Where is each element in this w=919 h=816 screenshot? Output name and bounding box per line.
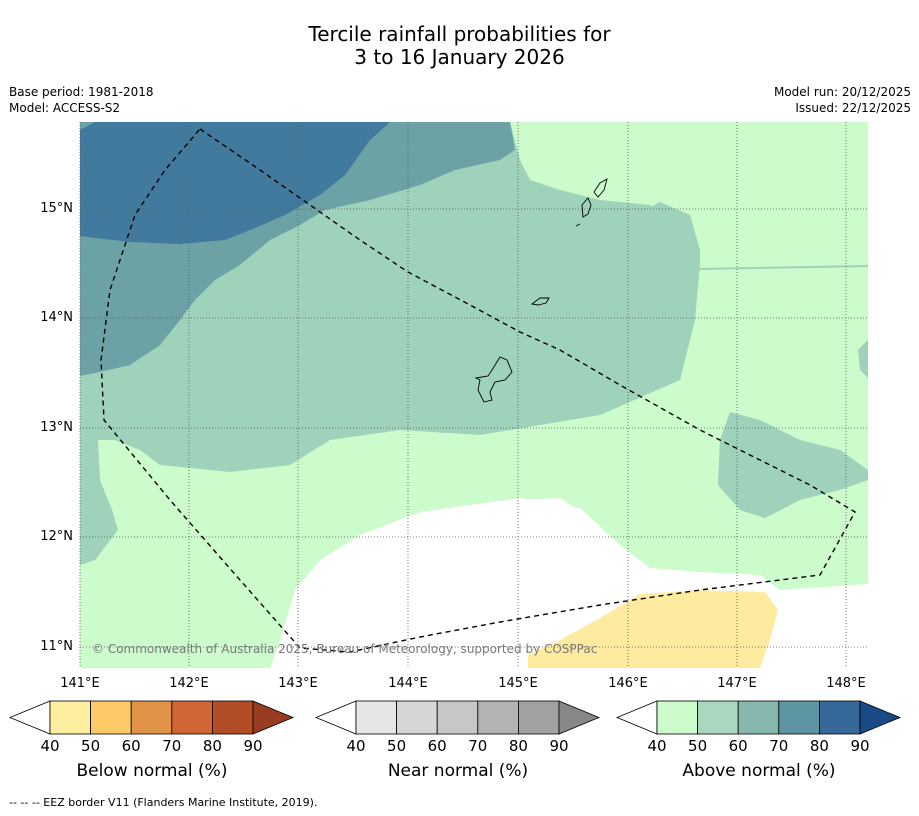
near-colorbar-swatch (518, 700, 560, 735)
lon-label-146e: 146°E (608, 676, 648, 691)
near-colorbar-tick: 90 (549, 737, 569, 755)
island-rota (530, 297, 550, 306)
island-guam (474, 356, 513, 403)
island-tinian (581, 197, 592, 218)
below-colorbar-tick: 60 (121, 737, 141, 755)
near-colorbar-tick: 60 (427, 737, 447, 755)
lat-label-15n: 15°N (40, 201, 73, 216)
above-colorbar-max-arrow (859, 700, 902, 735)
above-colorbar-tick: 90 (850, 737, 870, 755)
lon-label-143e: 143°E (278, 676, 318, 691)
below-colorbar-tick: 80 (202, 737, 222, 755)
near-colorbar-swatch (436, 700, 479, 735)
below-colorbar-swatch (211, 700, 254, 735)
above-colorbar-swatch (656, 700, 698, 735)
lon-label-145e: 145°E (498, 676, 538, 691)
near-colorbar-swatch (396, 700, 438, 735)
lon-label-148e: 148°E (826, 676, 866, 691)
below-colorbar-tick: 50 (81, 737, 101, 755)
near-colorbar-min-arrow (314, 700, 357, 735)
model-name: Model: ACCESS-S2 (9, 101, 121, 115)
below-colorbar-swatch (49, 700, 91, 735)
eez-border (100, 128, 856, 653)
near-colorbar-max-arrow (558, 700, 601, 735)
lon-label-147e: 147°E (717, 676, 757, 691)
colorbar-near-title: Near normal (%) (387, 761, 529, 781)
below-colorbar-swatch (130, 700, 173, 735)
lon-label-142e: 142°E (169, 676, 209, 691)
region-above-60-edge (858, 340, 868, 378)
colorbars (8, 700, 902, 735)
above-colorbar-tick: 50 (688, 737, 708, 755)
region-above-80 (80, 122, 390, 244)
above-colorbar-tick: 80 (809, 737, 829, 755)
colorbar-above-title: Above normal (%) (682, 761, 836, 781)
region-above-50-ne (775, 165, 866, 206)
below-colorbar-tick: 90 (243, 737, 263, 755)
near-colorbar-tick: 80 (508, 737, 528, 755)
near-colorbar-tick: 40 (346, 737, 366, 755)
lat-label-12n: 12°N (40, 529, 73, 544)
lat-label-13n: 13°N (40, 420, 73, 435)
lon-label-141e: 141°E (60, 676, 100, 691)
above-colorbar-swatch (737, 700, 780, 735)
below-colorbar-tick: 40 (40, 737, 60, 755)
copyright-notice: © Commonwealth of Australia 2025, Bureau… (92, 642, 597, 656)
region-below-50 (528, 590, 778, 668)
colorbar-near (314, 700, 601, 735)
above-colorbar-swatch (697, 700, 739, 735)
region-above-60-east (718, 412, 868, 518)
near-colorbar-swatch (355, 700, 397, 735)
near-colorbar-swatch (477, 700, 519, 735)
gridlines (79, 122, 868, 668)
above-colorbar-swatch (819, 700, 861, 735)
colorbar-above (615, 700, 902, 735)
islands (474, 178, 608, 403)
above-colorbar-tick: 60 (728, 737, 748, 755)
above-colorbar-tick: 70 (769, 737, 789, 755)
eez-legend-footnote: -- -- -- EEZ border V11 (Flanders Marine… (9, 796, 318, 809)
above-colorbar-min-arrow (615, 700, 658, 735)
below-colorbar-max-arrow (252, 700, 295, 735)
issued-date: Issued: 22/12/2025 (795, 101, 911, 115)
colorbar-below (8, 700, 295, 735)
chart-title-line1: Tercile rainfall probabilities for (308, 22, 611, 46)
lat-label-11n: 11°N (40, 639, 73, 654)
chart-title-line2: 3 to 16 January 2026 (354, 45, 565, 69)
base-period: Base period: 1981-2018 (9, 85, 154, 99)
near-colorbar-tick: 70 (468, 737, 488, 755)
island-saipan (593, 178, 608, 198)
island-aguijan (575, 223, 581, 227)
below-colorbar-min-arrow (8, 700, 51, 735)
lat-label-14n: 14°N (40, 310, 73, 325)
model-run: Model run: 20/12/2025 (773, 85, 911, 99)
below-colorbar-swatch (90, 700, 132, 735)
below-colorbar-tick: 70 (162, 737, 182, 755)
lon-label-144e: 144°E (388, 676, 428, 691)
region-near-normal (298, 498, 868, 668)
above-colorbar-swatch (778, 700, 820, 735)
above-colorbar-tick: 40 (647, 737, 667, 755)
near-colorbar-tick: 50 (387, 737, 407, 755)
below-colorbar-swatch (171, 700, 213, 735)
colorbar-below-title: Below normal (%) (76, 761, 228, 781)
